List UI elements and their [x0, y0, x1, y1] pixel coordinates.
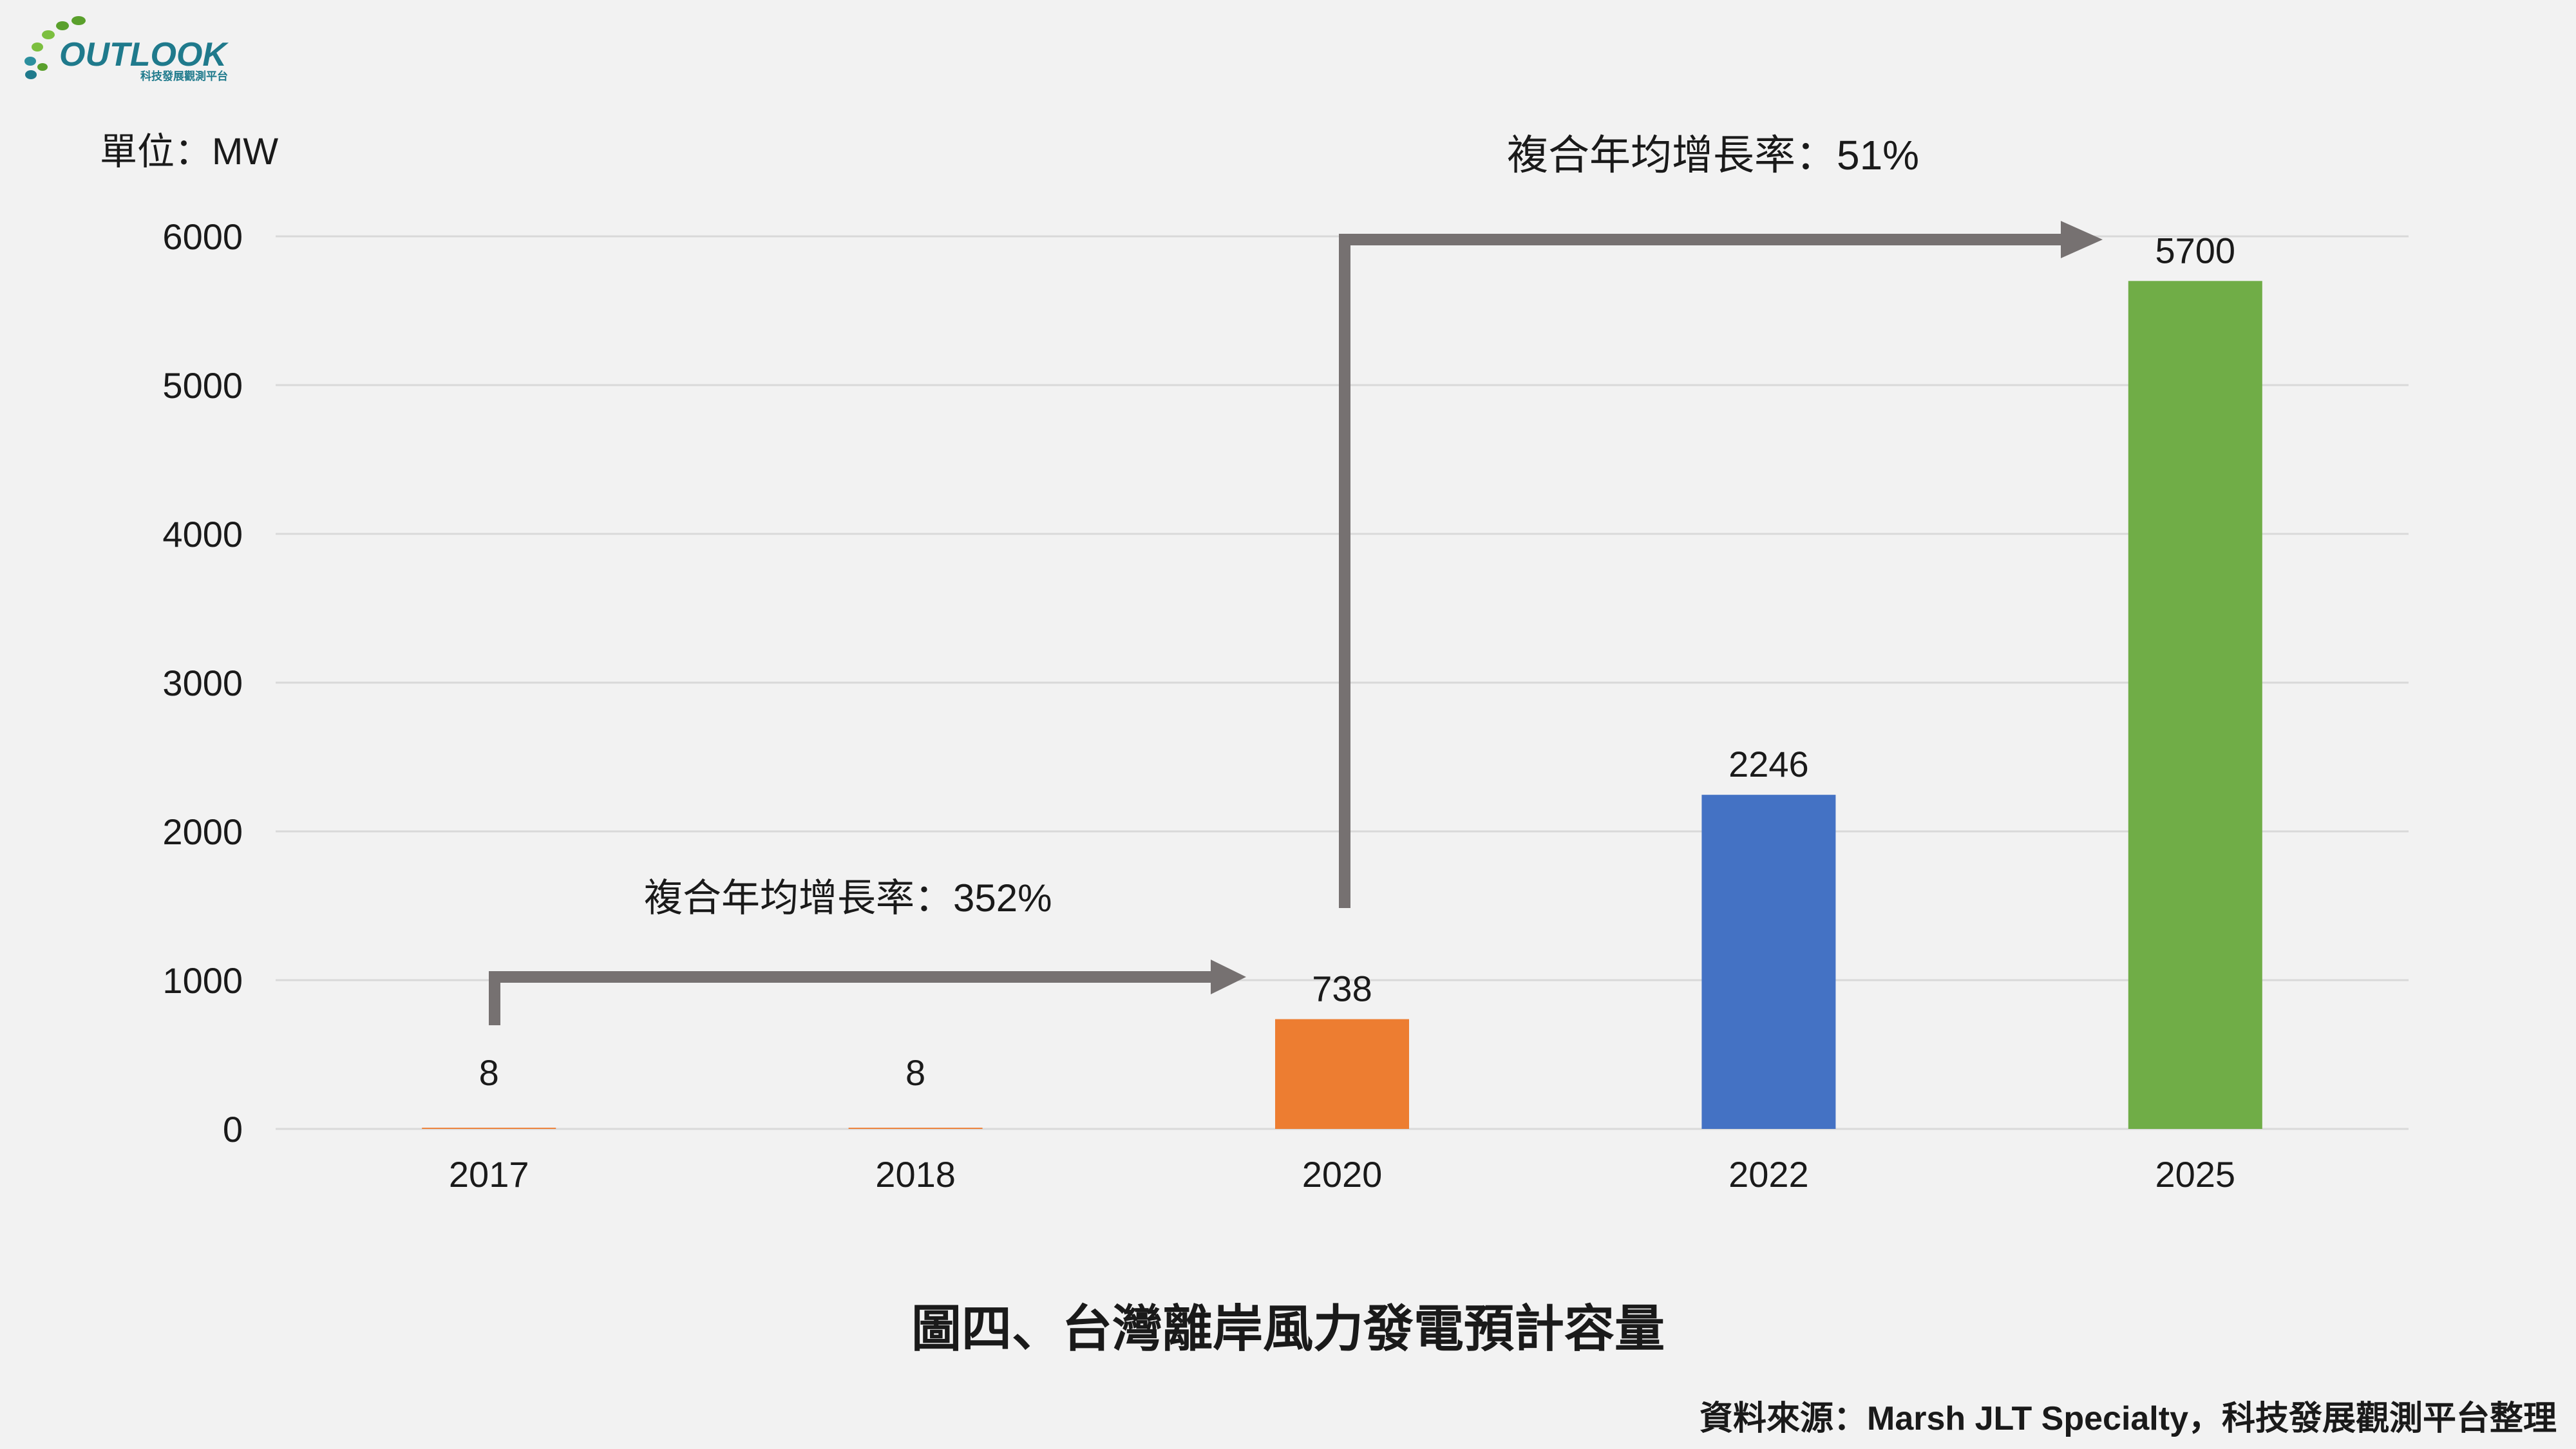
outlook-logo: OUTLOOK 科技發展觀測平台: [24, 16, 229, 82]
bar-2018: [848, 1128, 983, 1129]
bar-2020: [1275, 1019, 1409, 1129]
bar-2017: [422, 1128, 556, 1129]
data-label: 8: [905, 1052, 925, 1093]
data-labels: 8 8 738 2246 5700: [479, 230, 2235, 1093]
logo-tagline: 科技發展觀測平台: [140, 70, 228, 82]
unit-label: 單位：MW: [100, 131, 278, 173]
data-label: 5700: [2155, 230, 2236, 270]
y-tick-label: 3000: [162, 663, 243, 703]
y-tick-label: 1000: [162, 960, 243, 1001]
figure-caption: 圖四、台灣離岸風力發電預計容量: [911, 1300, 1665, 1357]
bars: [422, 281, 2262, 1129]
logo-leaf-icon: [24, 16, 86, 79]
x-tick-label: 2018: [875, 1154, 956, 1195]
data-label: 2246: [1728, 744, 1809, 784]
data-label: 8: [479, 1052, 499, 1093]
y-tick-label: 6000: [162, 216, 243, 257]
y-tick-label: 0: [223, 1109, 243, 1150]
x-axis-tick-labels: 2017 2018 2020 2022 2025: [449, 1154, 2235, 1195]
source-note: 資料來源：Marsh JLT Specialty，科技發展觀測平台整理: [1700, 1400, 2557, 1437]
cagr-arrow-short: [489, 960, 1246, 1025]
data-label: 738: [1312, 969, 1372, 1009]
y-tick-label: 4000: [162, 514, 243, 554]
cagr-annotation-short: 複合年均增長率：352%: [644, 876, 1052, 920]
cagr-annotation-long: 複合年均增長率：51%: [1507, 132, 1919, 178]
bar-2025: [2128, 281, 2262, 1129]
y-tick-label: 2000: [162, 811, 243, 852]
logo-wordmark: OUTLOOK: [59, 36, 229, 73]
x-tick-label: 2020: [1302, 1154, 1383, 1195]
x-tick-label: 2022: [1728, 1154, 1809, 1195]
x-tick-label: 2017: [449, 1154, 529, 1195]
bar-2022: [1701, 795, 1836, 1129]
cagr-arrow-long: [1339, 221, 2103, 908]
y-axis-tick-labels: 0 1000 2000 3000 4000 5000 6000: [162, 216, 243, 1150]
x-tick-label: 2025: [2155, 1154, 2236, 1195]
y-tick-label: 5000: [162, 365, 243, 406]
